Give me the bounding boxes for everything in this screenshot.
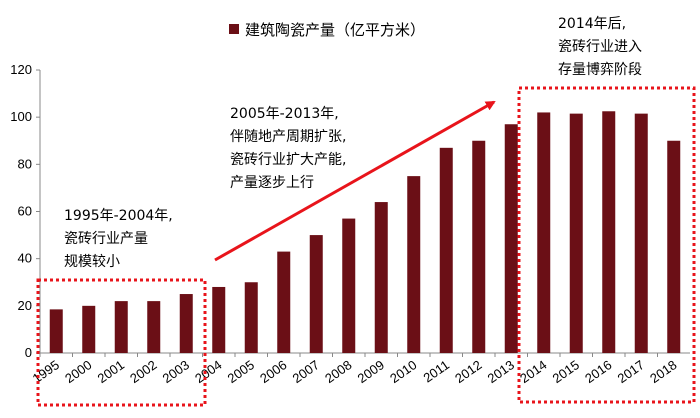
y-tick-label: 120: [10, 62, 32, 77]
x-tick-label-2002: 2002: [127, 357, 159, 386]
y-tick-label: 80: [18, 156, 32, 171]
x-tick-label-2010: 2010: [387, 357, 419, 386]
annotation-phase3-line2: 瓷砖行业进入: [558, 39, 642, 55]
x-tick-label-2000: 2000: [62, 357, 94, 386]
annotation-phase1-line1: 1995年-2004年,: [64, 208, 173, 224]
x-tick-label-2005: 2005: [225, 357, 257, 386]
bar-2017: [634, 113, 648, 353]
bar-2003: [179, 294, 193, 353]
bar-2007: [309, 235, 323, 353]
x-tick-label-2017: 2017: [615, 357, 647, 386]
bar-2014: [537, 112, 551, 353]
annotation-box-2014-2018: [517, 86, 696, 404]
x-tick-label-1995: 1995: [30, 357, 62, 386]
x-tick-label-2003: 2003: [160, 357, 192, 386]
annotation-phase1-line2: 瓷砖行业产量: [64, 231, 148, 247]
y-tick-label: 20: [18, 298, 32, 313]
annotation-phase3-line1: 2014年后,: [558, 16, 626, 32]
bar-2013: [504, 124, 518, 353]
x-tick-label-2016: 2016: [582, 357, 614, 386]
annotation-box-1995-2003: [36, 278, 207, 407]
x-tick-label-2014: 2014: [517, 357, 549, 386]
x-tick-label-2009: 2009: [355, 357, 387, 386]
x-tick-label-2004: 2004: [192, 357, 224, 386]
y-tick-label: 100: [10, 109, 32, 124]
bar-2018: [667, 140, 681, 353]
bar-2009: [374, 202, 388, 353]
annotation-phase1-line3: 规模较小: [64, 254, 120, 270]
x-tick-label-2011: 2011: [420, 357, 452, 385]
bar-2004: [212, 286, 226, 353]
x-tick-label-2006: 2006: [257, 357, 289, 386]
bar-2006: [277, 251, 291, 353]
bar-2010: [407, 176, 421, 353]
legend-swatch: [229, 24, 239, 34]
y-tick-label: 40: [18, 251, 32, 266]
x-tick-label-2012: 2012: [452, 357, 484, 386]
x-tick-label-2001: 2001: [95, 357, 127, 386]
bar-2012: [472, 140, 486, 353]
bar-2002: [147, 301, 161, 353]
bar-2001: [114, 301, 128, 353]
x-tick-label-2008: 2008: [322, 357, 354, 386]
y-tick-label: 60: [18, 204, 32, 219]
bar-1995: [49, 309, 63, 353]
annotation-phase3-line3: 存量博弈阶段: [558, 61, 642, 78]
legend-label: 建筑陶瓷产量（亿平方米）: [245, 21, 425, 39]
bar-2015: [569, 113, 583, 353]
x-tick-label-2015: 2015: [550, 357, 582, 386]
bar-2000: [82, 305, 96, 353]
x-tick-label-2013: 2013: [485, 357, 517, 386]
annotation-phase2-line4: 产量逐步上行: [230, 175, 314, 191]
annotation-phase2-line2: 伴随地产周期扩张,: [230, 129, 346, 145]
trend-arrow: [214, 100, 496, 262]
bar-2008: [342, 218, 356, 353]
x-tick-label-2018: 2018: [647, 357, 679, 386]
bar-2005: [244, 282, 258, 353]
annotation-phase2-line3: 瓷砖行业扩大产能,: [230, 152, 346, 168]
bar-2016: [602, 111, 616, 353]
y-tick-label: 0: [25, 345, 32, 360]
annotation-phase2-line1: 2005年-2013年,: [230, 106, 339, 122]
bar-2011: [439, 147, 453, 353]
x-tick-label-2007: 2007: [290, 357, 322, 386]
